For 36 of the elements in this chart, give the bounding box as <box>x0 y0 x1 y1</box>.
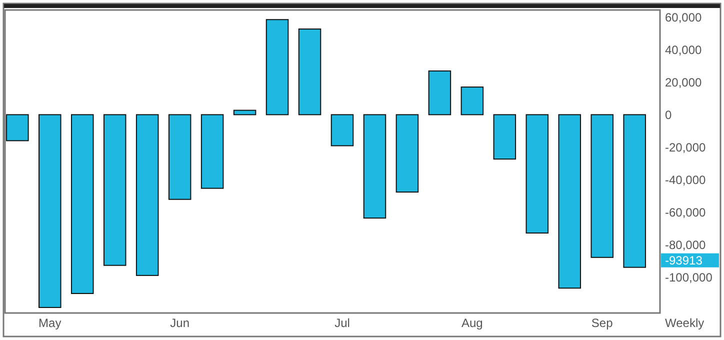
y-tick-label: -60,000 <box>665 205 706 220</box>
bar <box>363 114 386 219</box>
y-tick-label: 20,000 <box>665 75 702 90</box>
bar <box>6 114 29 142</box>
x-tick-label: Aug <box>461 316 483 330</box>
y-tick-label: -40,000 <box>665 172 706 187</box>
bar <box>103 114 126 266</box>
x-tick-label: Jul <box>334 316 350 330</box>
bar <box>38 114 62 308</box>
bar <box>526 114 549 234</box>
y-tick-label: -80,000 <box>665 238 706 252</box>
bar <box>136 114 159 276</box>
y-tick-label: -20,000 <box>665 140 706 154</box>
bar <box>200 114 224 189</box>
bar <box>590 114 614 258</box>
x-axis-title: Weekly <box>665 316 704 330</box>
x-tick-label: Jun <box>170 316 190 330</box>
bar <box>623 114 646 268</box>
text: -93913 <box>665 254 703 268</box>
bar <box>70 114 94 294</box>
bar <box>493 114 516 160</box>
bar <box>460 86 484 116</box>
bar <box>298 28 322 116</box>
y-tick-label: 60,000 <box>665 10 702 24</box>
x-tick-label: Sep <box>591 316 614 330</box>
y-tick-label: -100,000 <box>665 270 713 284</box>
y-tick-label: 40,000 <box>665 42 702 57</box>
bar <box>168 114 192 200</box>
x-tick-label: May <box>38 316 62 330</box>
bar <box>396 114 419 193</box>
bar <box>330 114 354 146</box>
bar <box>558 114 582 289</box>
bar <box>266 19 289 116</box>
bar <box>428 70 452 116</box>
y-tick-label: 0 <box>665 108 672 122</box>
bar <box>233 110 256 116</box>
